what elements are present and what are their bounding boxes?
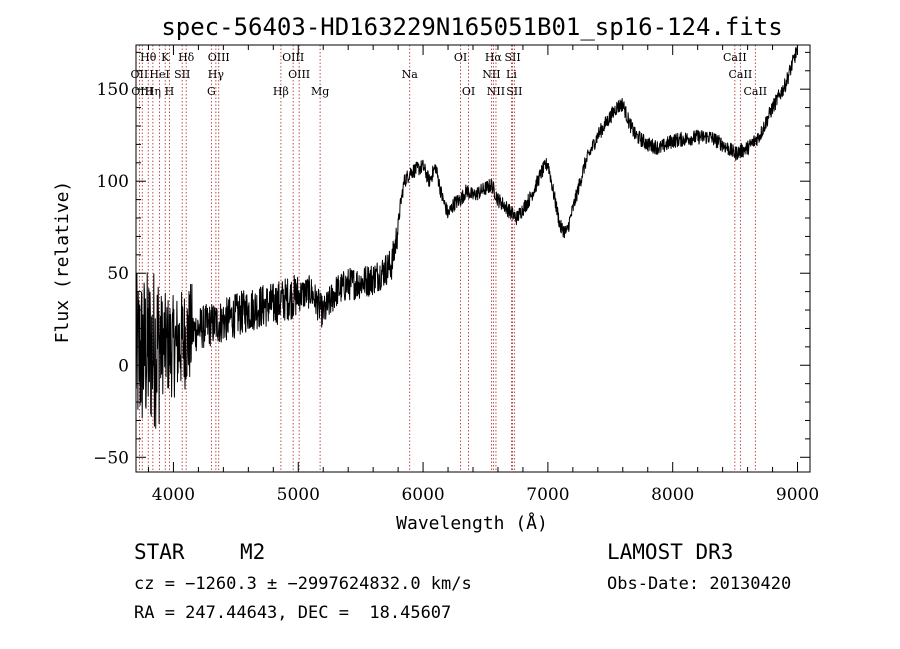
chart-title: spec-56403-HD163229N165051B01_sp16-124.f… (161, 13, 782, 41)
plot-frame (135, 44, 811, 473)
spectral-line-label: OIII (208, 51, 230, 64)
spectral-line-markers (138, 45, 756, 472)
x-tick-label: 8000 (651, 485, 694, 505)
spectral-line-label: NII (487, 85, 505, 98)
spectral-line-label: OI (462, 85, 475, 98)
x-axis: 4000 5000 6000 7000 8000 9000 (147, 45, 819, 505)
spectral-line-label: Hη (145, 85, 161, 98)
spectral-line-label: Hα (485, 51, 503, 64)
spectral-line-label: CaII (729, 68, 753, 81)
spectral-line-label: OI (454, 51, 467, 64)
spectral-line-label: Hδ (178, 51, 195, 64)
x-tick-label: 6000 (401, 485, 444, 505)
object-class: STAR (134, 540, 185, 564)
spectral-line-label: OII (131, 68, 149, 81)
redshift-line: cz = −1260.3 ± −2997624832.0 km/s (134, 574, 472, 594)
x-tick-label: 4000 (152, 485, 195, 505)
spectral-line-label: OIII (131, 85, 153, 98)
x-tick-label: 9000 (776, 485, 819, 505)
spectral-line-label: HeI (149, 68, 169, 81)
spectral-line-label: SII (504, 51, 520, 64)
y-tick-label: 100 (97, 172, 129, 192)
spectral-line-label: CaII (743, 85, 767, 98)
spectral-line-label: SII (174, 68, 190, 81)
y-axis-label: Flux (relative) (52, 181, 73, 344)
coordinates: RA = 247.44643, DEC = 18.45607 (134, 603, 452, 623)
x-tick-label: 7000 (526, 485, 569, 505)
spectral-line-label: G (207, 85, 216, 98)
spectral-line-label: H (165, 85, 175, 98)
spectral-line-label: NII (482, 68, 500, 81)
spectral-line-label: Na (402, 68, 419, 81)
spectral-line-label: Li (506, 68, 517, 81)
y-tick-label: −50 (93, 448, 129, 468)
x-tick-label: 5000 (277, 485, 320, 505)
spectrum-line (135, 46, 798, 429)
spectral-line-label: SII (506, 85, 522, 98)
spectral-line-label: Mg (311, 85, 329, 98)
observation-date: Obs-Date: 20130420 (607, 574, 792, 594)
object-subclass: M2 (240, 540, 266, 564)
spectral-line-label: CaII (723, 51, 747, 64)
spectral-line-label: OIII (288, 68, 310, 81)
spectral-line-label: Hβ (273, 85, 289, 98)
y-tick-label: 0 (118, 356, 129, 376)
spectral-line-label: Hθ (140, 51, 157, 64)
y-tick-label: 50 (107, 264, 129, 284)
y-axis: −50 0 50 100 150 (93, 51, 810, 468)
y-tick-label: 150 (97, 80, 129, 100)
spectral-line-label: Hγ (208, 68, 225, 81)
x-axis-label: Wavelength (Å) (396, 512, 548, 534)
spectral-line-label: K (161, 51, 170, 64)
spectral-line-label: OIII (282, 51, 304, 64)
survey-name: LAMOST DR3 (607, 540, 734, 564)
